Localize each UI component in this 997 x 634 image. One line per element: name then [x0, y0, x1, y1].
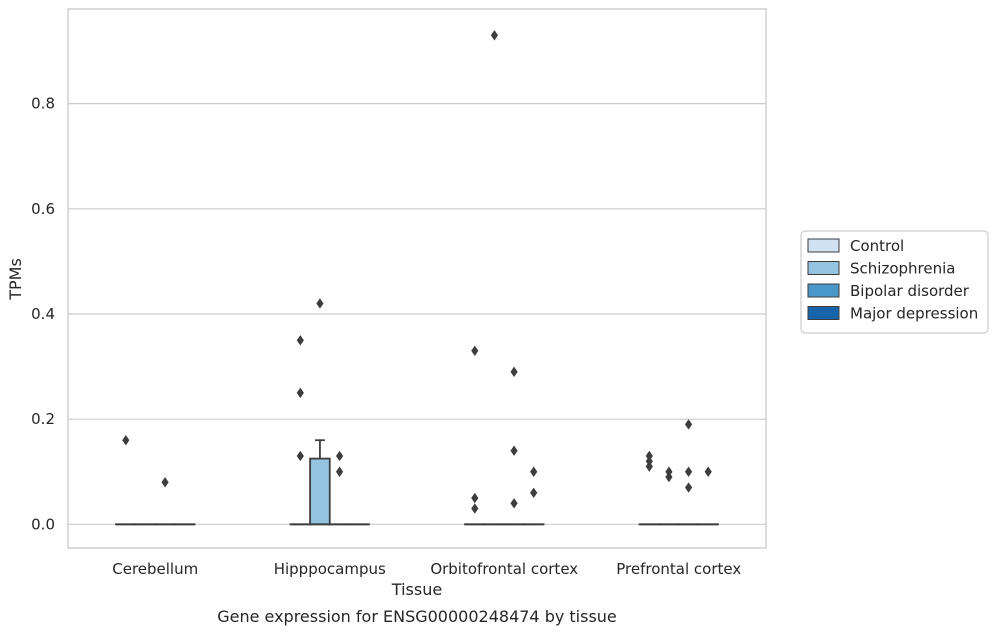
box-3-3 [697, 466, 719, 526]
box-1-1 [309, 298, 331, 526]
outlier-point [645, 450, 653, 462]
y-tick-label: 0.4 [31, 305, 55, 323]
outlier-point [296, 450, 304, 462]
plot-frame [67, 8, 767, 549]
legend-label: Bipolar disorder [850, 282, 970, 300]
outlier-point [161, 477, 169, 488]
outlier-point [490, 30, 499, 41]
outlier-point [296, 335, 304, 346]
box-3-2 [522, 466, 545, 526]
box-0-1 [289, 335, 312, 526]
x-tick-label: Orbitofrontal cortex [430, 560, 578, 578]
legend-swatch [807, 306, 840, 320]
outlier-point [471, 492, 479, 504]
box-2-2 [503, 366, 525, 526]
box-body [309, 457, 331, 526]
legend-swatch [807, 261, 840, 275]
y-tick-label: 0.8 [31, 95, 55, 113]
boxes [115, 30, 719, 526]
y-axis-label: TPMs [6, 258, 25, 301]
y-tick-label: 0.0 [31, 515, 55, 533]
box-0-3 [638, 450, 661, 526]
box-2-0 [154, 477, 176, 526]
legend-label: Schizophrenia [850, 260, 955, 278]
x-axis-label: Tissue [391, 580, 442, 599]
outlier-point [684, 419, 693, 430]
legend-frame [800, 230, 989, 334]
legend-label: Major depression [850, 305, 978, 323]
outlier-point [122, 435, 130, 446]
outlier-point [316, 298, 324, 309]
chart-caption: Gene expression for ENSG00000248474 by t… [217, 607, 617, 626]
box-1-3 [658, 466, 680, 526]
outlier-point [704, 466, 712, 477]
outlier-point [530, 466, 538, 477]
x-tick-label: Prefrontal cortex [616, 560, 741, 578]
outlier-point [645, 456, 653, 467]
box-0-2 [464, 345, 486, 526]
box-2-1 [328, 450, 351, 526]
outlier-point [510, 445, 518, 456]
outlier-point [684, 466, 693, 477]
outlier-point [471, 345, 479, 357]
outlier-point [296, 387, 304, 399]
outlier-point [684, 482, 693, 493]
y-tick-label: 0.6 [31, 200, 55, 218]
legend-label: Control [850, 237, 904, 255]
x-tick-label: Cerebellum [112, 560, 198, 578]
box-0-0 [115, 435, 137, 526]
legend: Control Schizophrenia Bipolar disorder Majo… [800, 230, 989, 334]
outlier-point [335, 450, 344, 462]
outlier-point [471, 503, 479, 514]
box-2-3 [677, 419, 700, 526]
outlier-point [335, 466, 344, 477]
outlier-point [665, 471, 673, 483]
outlier-point [665, 466, 673, 477]
legend-swatch [807, 283, 840, 298]
outlier-point [510, 366, 518, 378]
axes: 0.0 0.2 0.4 0.6 0.8 Cerebellum Hipppocampus Orb… [31, 8, 767, 578]
outlier-point [510, 498, 518, 509]
x-tick-label: Hipppocampus [274, 560, 386, 578]
grid-lines [68, 103, 766, 525]
outlier-point [645, 461, 653, 472]
y-tick-label: 0.2 [31, 410, 55, 428]
legend-swatch [807, 238, 840, 253]
box-1-2 [483, 30, 506, 526]
outlier-point [530, 487, 538, 498]
